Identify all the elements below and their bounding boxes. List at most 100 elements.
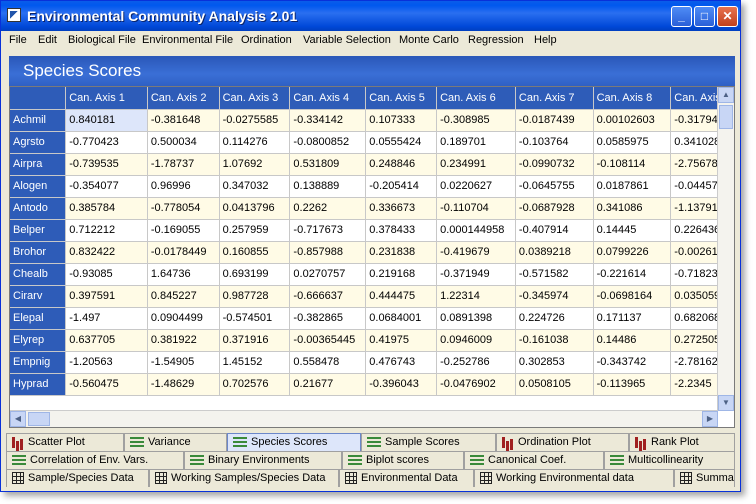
tab-variance[interactable]: Variance bbox=[124, 433, 227, 451]
table-cell[interactable]: 0.336673 bbox=[365, 197, 438, 220]
table-cell[interactable]: -0.0476902 bbox=[436, 373, 516, 396]
table-cell[interactable]: -1.48629 bbox=[147, 373, 220, 396]
table-cell[interactable]: -0.419679 bbox=[436, 241, 516, 264]
menu-environmental-file[interactable]: Environmental File bbox=[142, 34, 234, 46]
column-header[interactable]: Can. Axis 1 bbox=[65, 87, 148, 110]
table-cell[interactable]: 0.637705 bbox=[65, 329, 148, 352]
table-cell[interactable]: 0.0555424 bbox=[365, 131, 438, 154]
tab-correlation-of-env-vars[interactable]: Correlation of Env. Vars. bbox=[6, 451, 184, 469]
table-cell[interactable]: -0.560475 bbox=[65, 373, 148, 396]
table-cell[interactable]: 0.107333 bbox=[365, 109, 438, 132]
table-cell[interactable]: 0.248846 bbox=[365, 153, 438, 176]
table-cell[interactable]: 0.257959 bbox=[219, 219, 291, 242]
table-cell[interactable]: -1.78737 bbox=[147, 153, 220, 176]
table-cell[interactable]: -0.0687928 bbox=[515, 197, 594, 220]
row-header[interactable]: Hyprad bbox=[10, 373, 67, 396]
table-cell[interactable]: 0.693199 bbox=[219, 263, 291, 286]
table-cell[interactable]: -0.354077 bbox=[65, 175, 148, 198]
menu-edit[interactable]: Edit bbox=[38, 34, 57, 46]
table-cell[interactable]: -0.0645755 bbox=[515, 175, 594, 198]
table-cell[interactable]: -0.93085 bbox=[65, 263, 148, 286]
table-cell[interactable]: 0.160855 bbox=[219, 241, 291, 264]
scroll-left-icon[interactable]: ◀ bbox=[10, 411, 26, 427]
table-cell[interactable]: -0.770423 bbox=[65, 131, 148, 154]
table-cell[interactable]: 0.0389218 bbox=[515, 241, 594, 264]
row-header[interactable]: Elepal bbox=[10, 307, 67, 330]
table-cell[interactable]: -0.308985 bbox=[436, 109, 516, 132]
table-cell[interactable]: -0.778054 bbox=[147, 197, 220, 220]
column-header[interactable]: Can. Axis 6 bbox=[436, 87, 516, 110]
menu-file[interactable]: File bbox=[9, 34, 27, 46]
horizontal-scroll-thumb[interactable] bbox=[28, 412, 50, 426]
table-cell[interactable]: -0.113965 bbox=[593, 373, 672, 396]
table-cell[interactable]: 0.987728 bbox=[219, 285, 291, 308]
table-cell[interactable]: 0.385784 bbox=[65, 197, 148, 220]
table-cell[interactable]: 0.476743 bbox=[365, 351, 438, 374]
table-cell[interactable]: -0.169055 bbox=[147, 219, 220, 242]
table-row[interactable]: Alogen -0.354077 0.96996 0.347032 0.138889 -0… bbox=[10, 175, 734, 198]
close-button[interactable]: ✕ bbox=[717, 6, 738, 27]
table-cell[interactable]: -0.345974 bbox=[515, 285, 594, 308]
table-cell[interactable]: 0.0508105 bbox=[515, 373, 594, 396]
table-row[interactable]: Antodo 0.385784 -0.778054 0.0413796 0.2262 0.… bbox=[10, 197, 734, 220]
table-cell[interactable]: -0.857988 bbox=[289, 241, 367, 264]
table-cell[interactable]: -0.0698164 bbox=[593, 285, 672, 308]
table-row[interactable]: Airpra -0.739535 -1.78737 1.07692 0.531809 0.… bbox=[10, 153, 734, 176]
table-row[interactable]: Belper 0.712212 -0.169055 0.257959 -0.717673… bbox=[10, 219, 734, 242]
table-cell[interactable]: 0.381922 bbox=[147, 329, 220, 352]
table-cell[interactable]: 0.558478 bbox=[289, 351, 367, 374]
table-cell[interactable]: 0.21677 bbox=[289, 373, 367, 396]
table-cell[interactable]: 0.845227 bbox=[147, 285, 220, 308]
species-scores-grid[interactable]: Can. Axis 1 Can. Axis 2 Can. Axis 3 Can. Ax… bbox=[9, 86, 735, 428]
table-cell[interactable]: -0.00365445 bbox=[289, 329, 367, 352]
table-cell[interactable]: 0.0684001 bbox=[365, 307, 438, 330]
table-cell[interactable]: 0.347032 bbox=[219, 175, 291, 198]
table-cell[interactable]: 0.114276 bbox=[219, 131, 291, 154]
column-header[interactable]: Can. Axis 2 bbox=[147, 87, 220, 110]
table-cell[interactable]: -0.103764 bbox=[515, 131, 594, 154]
table-cell[interactable]: 1.64736 bbox=[147, 263, 220, 286]
table-cell[interactable]: -0.407914 bbox=[515, 219, 594, 242]
title-bar[interactable]: Environmental Community Analysis 2.01 _ … bbox=[1, 1, 740, 31]
tab-summary[interactable]: Summary bbox=[674, 469, 735, 487]
table-cell[interactable]: -0.221614 bbox=[593, 263, 672, 286]
row-header[interactable]: Achmil bbox=[10, 109, 67, 132]
tab-multicollinearity[interactable]: Multicollinearity bbox=[604, 451, 735, 469]
tab-binary-environments[interactable]: Binary Environments bbox=[184, 451, 342, 469]
app-icon[interactable] bbox=[7, 8, 21, 22]
table-cell[interactable]: 0.219168 bbox=[365, 263, 438, 286]
table-cell[interactable]: 0.96996 bbox=[147, 175, 220, 198]
table-cell[interactable]: 0.500034 bbox=[147, 131, 220, 154]
table-cell[interactable]: 0.0946009 bbox=[436, 329, 516, 352]
tab-working-environmental-data[interactable]: Working Environmental data bbox=[474, 469, 674, 487]
table-cell[interactable]: 0.0413796 bbox=[219, 197, 291, 220]
maximize-button[interactable]: □ bbox=[694, 6, 715, 27]
table-cell[interactable]: 0.224726 bbox=[515, 307, 594, 330]
menu-regression[interactable]: Regression bbox=[468, 34, 524, 46]
table-cell[interactable]: 0.14445 bbox=[593, 219, 672, 242]
table-cell[interactable]: 0.000144958 bbox=[436, 219, 516, 242]
table-cell[interactable]: 0.0904499 bbox=[147, 307, 220, 330]
table-cell[interactable]: -0.396043 bbox=[365, 373, 438, 396]
table-cell[interactable]: 0.0220627 bbox=[436, 175, 516, 198]
table-cell[interactable]: 0.41975 bbox=[365, 329, 438, 352]
table-cell[interactable]: 0.702576 bbox=[219, 373, 291, 396]
table-cell[interactable]: 0.371916 bbox=[219, 329, 291, 352]
table-cell[interactable]: -0.108114 bbox=[593, 153, 672, 176]
scroll-right-icon[interactable]: ▶ bbox=[702, 411, 718, 427]
table-cell[interactable]: -0.0275585 bbox=[219, 109, 291, 132]
column-header[interactable]: Can. Axis 8 bbox=[593, 87, 672, 110]
vertical-scroll-thumb[interactable] bbox=[719, 105, 733, 129]
vertical-scrollbar[interactable]: ▲ ▼ bbox=[717, 87, 734, 411]
table-cell[interactable]: 0.444475 bbox=[365, 285, 438, 308]
tab-environmental-data[interactable]: Environmental Data bbox=[339, 469, 474, 487]
table-cell[interactable]: 0.14486 bbox=[593, 329, 672, 352]
column-header[interactable]: Can. Axis 3 bbox=[219, 87, 291, 110]
table-cell[interactable]: -1.20563 bbox=[65, 351, 148, 374]
table-cell[interactable]: -0.666637 bbox=[289, 285, 367, 308]
table-cell[interactable]: -0.574501 bbox=[219, 307, 291, 330]
minimize-button[interactable]: _ bbox=[671, 6, 692, 27]
tab-canonical-coef[interactable]: Canonical Coef. bbox=[464, 451, 604, 469]
horizontal-scrollbar[interactable]: ◀ ▶ bbox=[10, 410, 718, 427]
table-cell[interactable]: -0.0800852 bbox=[289, 131, 367, 154]
